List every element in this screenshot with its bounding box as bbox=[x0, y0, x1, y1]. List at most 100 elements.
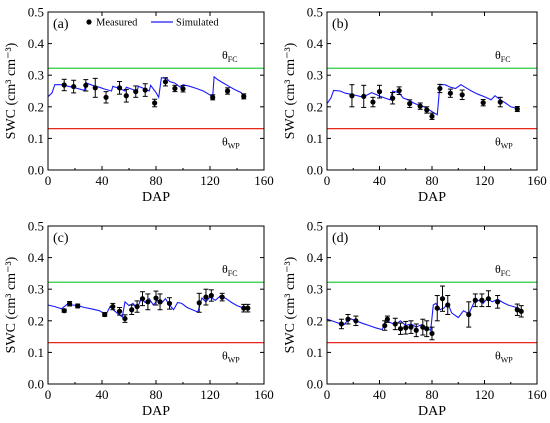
measured-point bbox=[396, 88, 402, 94]
measured-point bbox=[361, 93, 367, 99]
x-tick-label: 160 bbox=[254, 173, 274, 188]
x-axis-label: DAP bbox=[418, 190, 446, 205]
measured-point bbox=[67, 301, 73, 307]
measured-point bbox=[152, 100, 158, 106]
measured-point bbox=[102, 311, 108, 318]
x-axis-label: DAP bbox=[418, 404, 446, 419]
measured-point bbox=[338, 321, 345, 327]
measured-point bbox=[514, 307, 520, 313]
reference-label-wp: θWP bbox=[495, 135, 513, 151]
measured-point bbox=[417, 103, 423, 109]
measured-point bbox=[408, 324, 414, 330]
measured-point bbox=[429, 330, 435, 337]
measured-point bbox=[157, 299, 163, 305]
reference-label-subscript: FC bbox=[501, 269, 511, 278]
measured-point bbox=[349, 93, 355, 99]
reference-label-symbol: θ bbox=[222, 262, 228, 276]
reference-label-symbol: θ bbox=[222, 349, 228, 363]
y-tick-label: 0.1 bbox=[28, 345, 44, 360]
measured-point bbox=[129, 307, 135, 313]
reference-label-subscript: WP bbox=[228, 142, 241, 151]
reference-label-wp: θWP bbox=[222, 349, 240, 365]
x-tick-label: 0 bbox=[324, 387, 331, 402]
reference-label-subscript: FC bbox=[228, 55, 238, 64]
measured-point bbox=[445, 302, 451, 308]
measured-point bbox=[123, 93, 129, 99]
measured-point bbox=[166, 300, 173, 307]
x-tick-label: 160 bbox=[527, 387, 547, 402]
y-tick-label: 0.4 bbox=[307, 36, 324, 51]
y-axis-label: SWC (cm³ cm⁻³) bbox=[4, 256, 19, 353]
y-tick-label: 0.1 bbox=[307, 345, 323, 360]
y-tick-label: 0.2 bbox=[307, 99, 323, 114]
measured-point bbox=[139, 296, 146, 302]
measured-point bbox=[180, 86, 186, 92]
reference-label-subscript: WP bbox=[501, 142, 514, 151]
y-tick-label: 0.1 bbox=[28, 131, 44, 146]
measured-point bbox=[116, 308, 123, 314]
y-axis-label: SWC (cm³ cm⁻³) bbox=[283, 42, 298, 139]
y-tick-label: 0.5 bbox=[307, 219, 323, 234]
y-tick-label: 0.3 bbox=[307, 68, 323, 83]
x-tick-label: 40 bbox=[373, 387, 386, 402]
measured-point bbox=[134, 303, 140, 310]
y-axis-label: SWC (cm³ cm⁻³) bbox=[4, 42, 19, 139]
measured-point bbox=[75, 303, 81, 309]
y-tick-label: 0.2 bbox=[307, 313, 323, 328]
reference-label-symbol: θ bbox=[495, 135, 501, 149]
measured-point bbox=[103, 94, 109, 100]
y-tick-label: 0.4 bbox=[28, 250, 45, 265]
measured-point bbox=[437, 85, 443, 92]
reference-label-fc: θFC bbox=[222, 262, 238, 278]
measured-point bbox=[61, 82, 67, 88]
x-tick-label: 80 bbox=[150, 173, 163, 188]
x-tick-label: 120 bbox=[200, 173, 220, 188]
x-tick-label: 0 bbox=[45, 387, 52, 402]
measured-point bbox=[480, 100, 486, 106]
x-tick-label: 160 bbox=[254, 387, 274, 402]
x-tick-label: 120 bbox=[200, 387, 220, 402]
reference-label-fc: θFC bbox=[495, 48, 511, 64]
reference-label-fc: θFC bbox=[222, 48, 238, 64]
legend-measured-marker bbox=[86, 19, 92, 25]
measured-point bbox=[241, 305, 247, 311]
y-tick-label: 0.0 bbox=[307, 377, 323, 392]
measured-point bbox=[485, 296, 492, 302]
measured-point bbox=[196, 300, 202, 306]
measured-point bbox=[219, 294, 225, 300]
reference-label-subscript: WP bbox=[228, 356, 241, 365]
measured-point bbox=[439, 296, 446, 302]
measured-point bbox=[153, 295, 159, 301]
series-simulated-line bbox=[47, 75, 245, 99]
reference-label-symbol: θ bbox=[495, 262, 501, 276]
measured-point bbox=[407, 101, 413, 107]
measured-point bbox=[162, 79, 169, 85]
reference-label-subscript: WP bbox=[501, 356, 514, 365]
measured-point bbox=[61, 308, 67, 314]
reference-label-wp: θWP bbox=[222, 135, 240, 151]
reference-label-symbol: θ bbox=[222, 135, 228, 149]
x-tick-label: 160 bbox=[527, 173, 547, 188]
measured-point bbox=[424, 107, 430, 113]
reference-label-wp: θWP bbox=[495, 349, 513, 365]
measured-point bbox=[382, 322, 388, 329]
measured-point bbox=[370, 99, 376, 105]
measured-point bbox=[241, 93, 247, 99]
x-tick-label: 120 bbox=[475, 387, 495, 402]
measured-point bbox=[479, 297, 485, 303]
measured-point bbox=[210, 94, 216, 100]
measured-point bbox=[413, 327, 419, 333]
y-tick-label: 0.1 bbox=[307, 131, 323, 146]
measured-point bbox=[497, 99, 503, 105]
reference-label-symbol: θ bbox=[495, 48, 501, 62]
measured-point bbox=[122, 315, 128, 322]
y-tick-label: 0.4 bbox=[307, 250, 324, 265]
measured-point bbox=[145, 299, 151, 305]
measured-point bbox=[434, 305, 440, 311]
y-axis-label: SWC (cm³ cm⁻³) bbox=[283, 256, 298, 353]
y-tick-label: 0.5 bbox=[28, 5, 44, 20]
x-tick-label: 120 bbox=[475, 173, 495, 188]
